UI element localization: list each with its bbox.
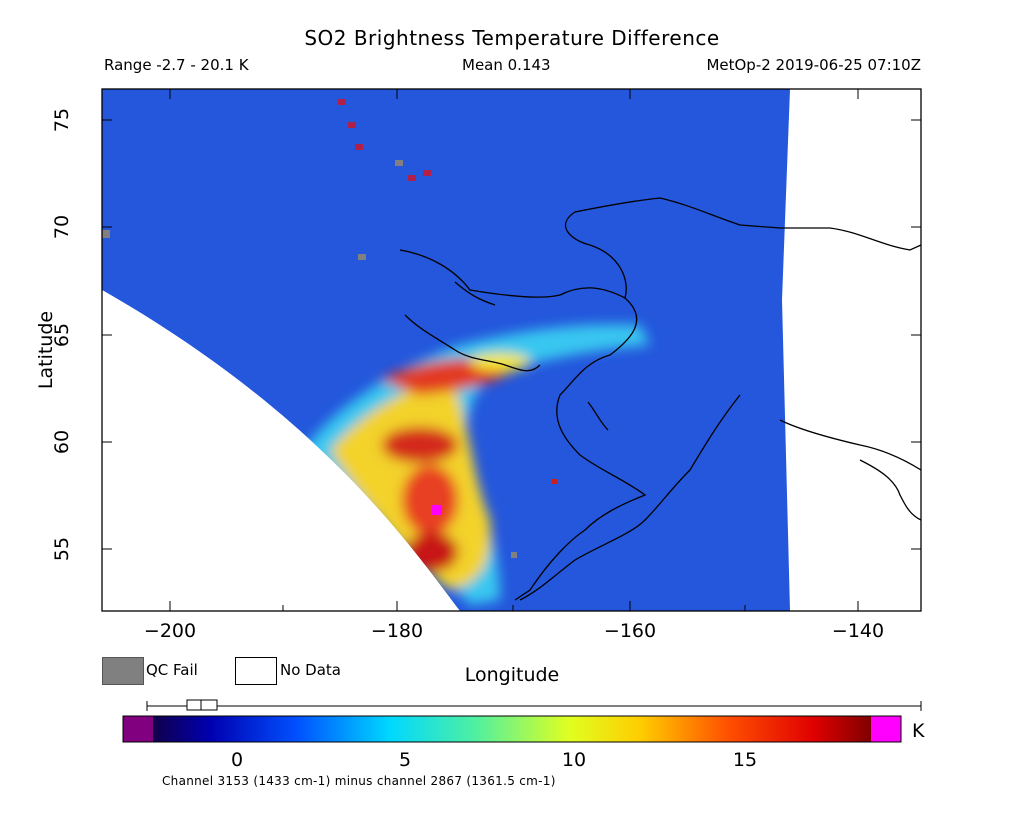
mean-label: Mean 0.143 xyxy=(462,56,551,74)
swath-layer xyxy=(102,89,790,611)
colorbar-tick-label: 10 xyxy=(561,749,587,771)
x-axis-label: Longitude xyxy=(464,664,560,686)
tick-marks xyxy=(102,89,921,611)
no-data-label: No Data xyxy=(280,661,341,679)
no-data-swatch xyxy=(235,657,277,685)
y-tick-label: 55 xyxy=(51,536,73,562)
overflow-pixel xyxy=(432,505,442,515)
x-tick-label: −160 xyxy=(603,620,657,642)
swath-region xyxy=(102,89,790,611)
y-tick-label: 70 xyxy=(51,214,73,240)
colorbar-tick-label: 0 xyxy=(230,749,244,771)
colorbar-gradient xyxy=(153,716,871,742)
chart-title: SO2 Brightness Temperature Difference xyxy=(304,26,720,50)
x-tick-label: −180 xyxy=(370,620,424,642)
so2-plume xyxy=(300,324,650,605)
qc-fail-pixel xyxy=(358,254,366,260)
plot-frame xyxy=(101,88,922,612)
qc-fail-pixel xyxy=(102,230,110,238)
satellite-time-label: MetOp-2 2019-06-25 07:10Z xyxy=(706,56,921,74)
qc-fail-label: QC Fail xyxy=(146,661,198,679)
overflow-swatch xyxy=(871,716,901,742)
channel-caption: Channel 3153 (1433 cm-1) minus channel 2… xyxy=(162,774,556,788)
qc-fail-swatch xyxy=(102,657,144,685)
colorbar-range-handle[interactable] xyxy=(186,699,218,711)
range-label: Range -2.7 - 20.1 K xyxy=(104,56,249,74)
y-tick-label: 60 xyxy=(51,429,73,455)
colorbar-tick-label: 15 xyxy=(732,749,758,771)
x-tick-label: −140 xyxy=(831,620,885,642)
no-data-region xyxy=(102,290,460,611)
color-bar xyxy=(122,699,922,743)
underflow-swatch xyxy=(123,716,153,742)
qc-fail-pixel xyxy=(395,160,403,166)
colorbar-tick-label: 5 xyxy=(398,749,412,771)
y-axis-label: Latitude xyxy=(35,310,57,390)
coastline xyxy=(399,197,921,601)
colorbar-unit-label: K xyxy=(912,720,925,742)
y-tick-label: 75 xyxy=(51,107,73,133)
qc-fail-pixel xyxy=(511,552,517,558)
x-tick-label: −200 xyxy=(143,620,197,642)
